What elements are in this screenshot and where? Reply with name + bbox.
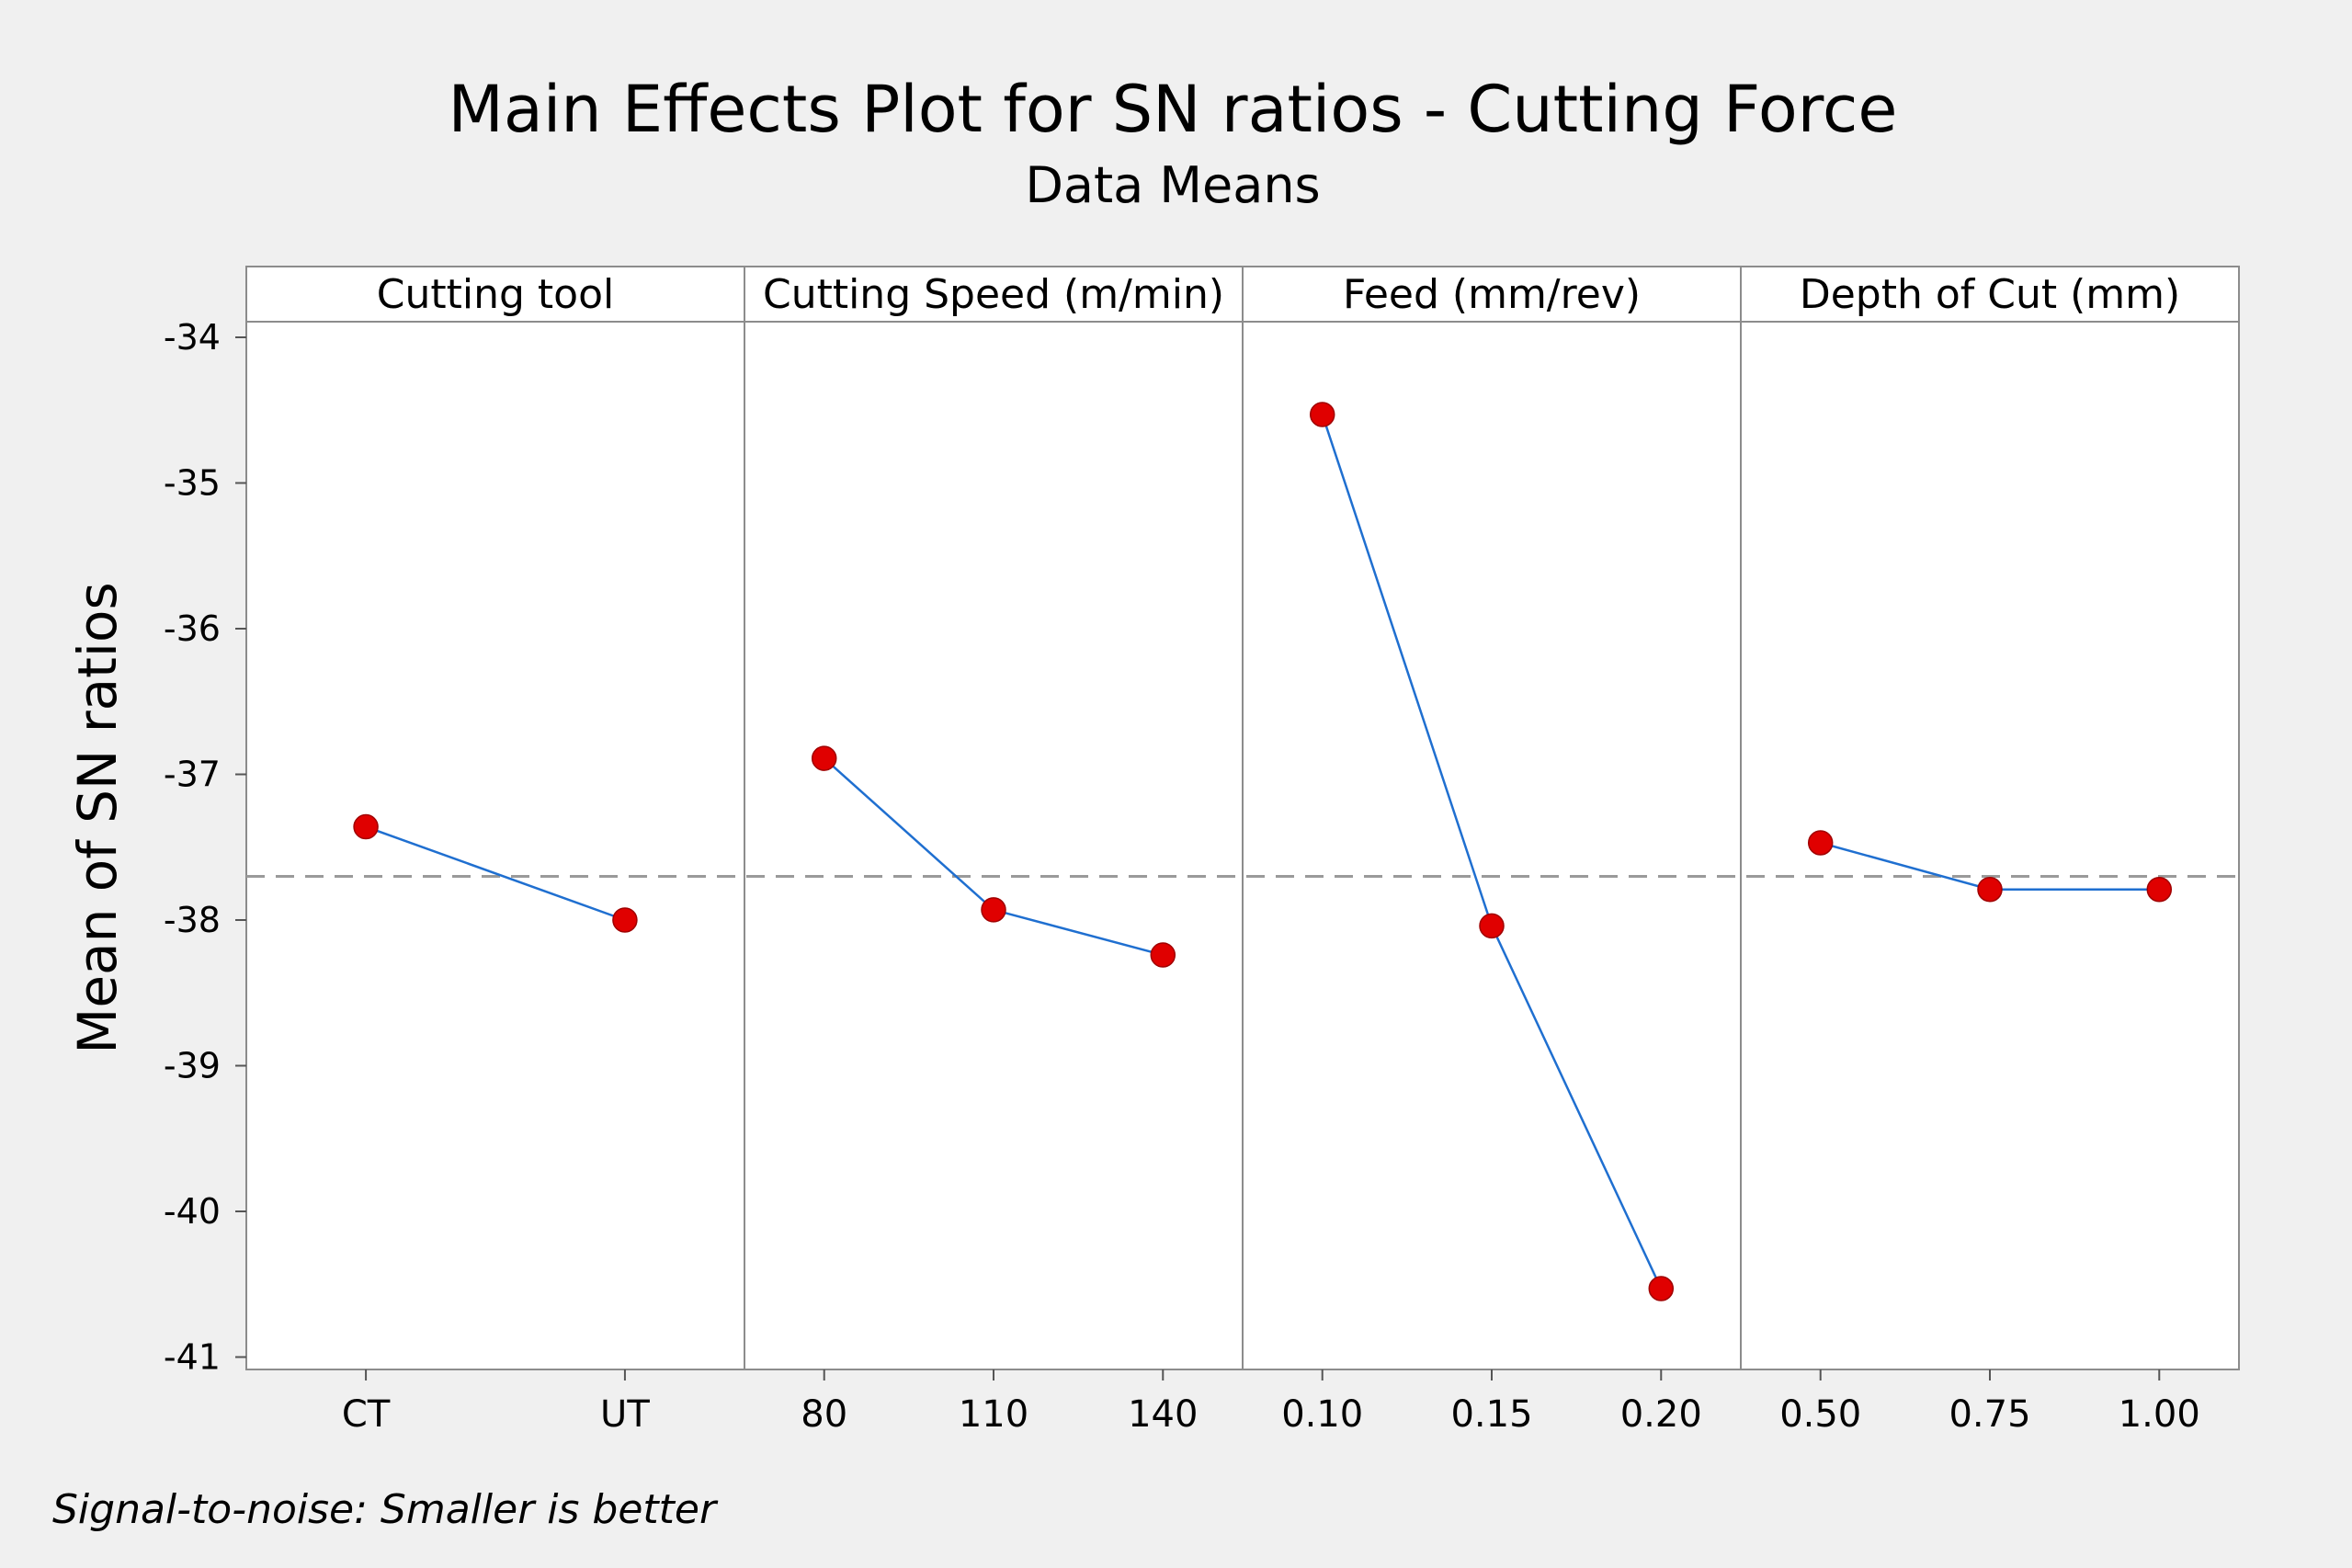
chart-subtitle: Data Means [1025,156,1320,214]
footnote: Signal-to-noise: Smaller is better [52,1486,719,1533]
data-point [1807,830,1834,856]
x-tick-label: CT [342,1393,391,1436]
y-tick-label: -34 [164,317,221,358]
y-tick-label: -36 [164,608,221,649]
x-tick-label: 0.20 [1620,1393,1702,1436]
x-tick-label: 110 [959,1393,1028,1436]
x-tick-label: 80 [801,1393,847,1436]
y-tick-label: -39 [164,1046,221,1086]
y-tick-label: -35 [164,463,221,504]
panel-title: Cutting tool [377,271,614,318]
data-point [1479,913,1505,939]
data-point [811,745,837,771]
data-point [1977,876,2003,903]
data-point [1150,942,1176,968]
data-point [1309,402,1335,427]
series-line [365,825,626,922]
y-axis-label: Mean of SN ratios [66,582,129,1053]
panel-title: Feed (mm/rev) [1343,271,1641,318]
y-tick-label: -37 [164,755,221,795]
x-tick-label: 0.10 [1281,1393,1363,1436]
panel-title: Cutting Speed (m/min) [763,271,1224,318]
data-point [612,907,638,933]
data-point [353,813,379,840]
x-tick-label: 140 [1128,1393,1198,1436]
y-tick-label: -41 [164,1337,221,1378]
x-tick-label: 0.50 [1779,1393,1861,1436]
plot-area: -34 -35 -36 -37 -38 -39 -40 -41 Cutting tool CT UT… [164,266,2240,1436]
x-tick-label: 1.00 [2119,1393,2200,1436]
y-tick-label: -38 [164,900,221,940]
data-point [2146,876,2173,903]
x-tick-label: 0.15 [1450,1393,1532,1436]
x-tick-label: UT [600,1393,650,1436]
panel-title: Depth of Cut (mm) [1800,271,2180,318]
data-point [981,897,1006,923]
data-point [1648,1276,1675,1301]
chart-title: Main Effects Plot for SN ratios - Cuttin… [449,72,1898,147]
y-tick-label: -40 [164,1191,221,1232]
x-tick-label: 0.75 [1949,1393,2030,1436]
